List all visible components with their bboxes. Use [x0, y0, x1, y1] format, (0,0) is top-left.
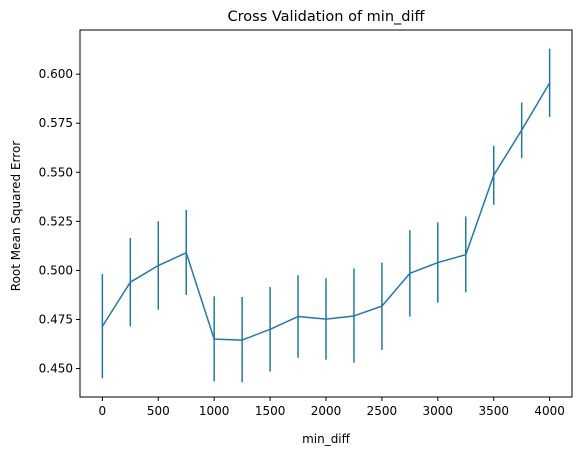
data-point	[464, 253, 467, 256]
data-point	[409, 272, 411, 275]
data-point	[353, 315, 355, 317]
y-tick-label: 0.600	[39, 67, 73, 81]
x-tick-label: 3500	[478, 404, 509, 418]
data-point	[269, 328, 271, 331]
x-tick-label: 0	[99, 404, 107, 418]
x-axis-label: min_diff	[302, 432, 351, 446]
data-point	[297, 315, 299, 318]
data-point	[101, 325, 104, 328]
x-tick-label: 2000	[311, 404, 342, 418]
data-point	[213, 338, 215, 340]
axes-spines	[79, 29, 573, 398]
y-tick-label: 0.450	[39, 362, 73, 376]
x-tick-label: 1500	[255, 404, 286, 418]
x-tick-label: 500	[147, 404, 170, 418]
chart-title: Cross Validation of min_diff	[228, 9, 426, 25]
data-point	[129, 281, 132, 283]
data-point	[437, 261, 439, 264]
axes-box	[79, 29, 573, 398]
data-point	[157, 264, 160, 267]
x-tick-label: 2500	[367, 404, 398, 418]
y-tick-label: 0.475	[39, 312, 73, 326]
data-point	[520, 129, 523, 131]
data-point	[548, 82, 551, 84]
y-tick-label: 0.500	[39, 263, 73, 277]
y-axis-label: Root Mean Squared Error	[9, 141, 23, 292]
y-tick-label: 0.550	[39, 165, 73, 179]
x-tick-label: 1000	[199, 404, 230, 418]
plot-area	[101, 48, 551, 383]
data-point	[241, 339, 243, 341]
y-tick-label: 0.525	[39, 214, 73, 228]
data-point	[185, 251, 188, 254]
x-tick-label: 4000	[534, 404, 565, 418]
data-point	[325, 318, 327, 320]
y-tick-label: 0.575	[39, 116, 73, 130]
axis-ticks: 0 500 1000 1500 2000 2500 3000 3500 4000 0.450 0.4…	[39, 67, 565, 418]
data-point	[492, 174, 495, 177]
x-tick-label: 3000	[423, 404, 454, 418]
data-point	[381, 305, 383, 307]
